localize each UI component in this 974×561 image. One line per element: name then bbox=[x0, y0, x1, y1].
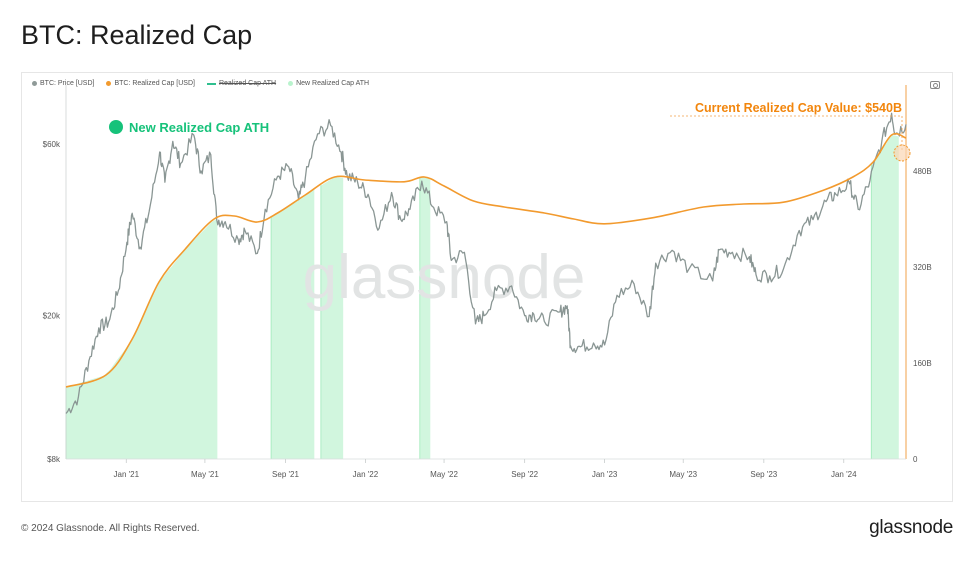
new-ath-band-4 bbox=[871, 135, 899, 459]
x-tick-label: Sep '22 bbox=[511, 470, 538, 479]
legend-price-label: BTC: Price [USD] bbox=[40, 80, 95, 87]
axes: $8k $20k $60k 0 160B 320B 480B Jan '21 May '21 Se… bbox=[43, 85, 932, 479]
legend-item-new-ath[interactable]: New Realized Cap ATH bbox=[288, 80, 369, 87]
y-left-tick-label: $8k bbox=[47, 455, 61, 464]
x-tick-label: Sep '23 bbox=[750, 470, 777, 479]
current-value-label: Current Realized Cap Value: $540B bbox=[695, 101, 902, 115]
legend-item-realized-cap-ath[interactable]: Realized Cap ATH bbox=[206, 80, 277, 87]
annotations: New Realized Cap ATH Current Realized Ca… bbox=[109, 101, 911, 162]
legend-item-price[interactable]: BTC: Price [USD] bbox=[32, 80, 94, 87]
chart-card: BTC: Price [USD] BTC: Realized Cap [USD]… bbox=[21, 72, 953, 502]
y-right-tick-label: 160B bbox=[913, 359, 932, 368]
current-value-highlight bbox=[893, 144, 911, 162]
camera-icon[interactable] bbox=[930, 81, 940, 89]
chart-legend: BTC: Price [USD] BTC: Realized Cap [USD]… bbox=[32, 80, 369, 87]
legend-realized-cap-label: BTC: Realized Cap [USD] bbox=[114, 80, 195, 87]
new-ath-band-2 bbox=[320, 177, 344, 459]
legend-realized-cap-ath-swatch bbox=[206, 82, 216, 85]
legend-new-ath-label: New Realized Cap ATH bbox=[296, 80, 370, 87]
watermark-text: glassnode bbox=[303, 243, 586, 312]
y-right-tick-label: 480B bbox=[913, 167, 932, 176]
x-tick-label: May '23 bbox=[669, 470, 697, 479]
page-title: BTC: Realized Cap bbox=[21, 20, 253, 50]
x-tick-label: Sep '21 bbox=[272, 470, 299, 479]
y-left-tick-label: $60k bbox=[43, 140, 61, 149]
new-ath-band-1 bbox=[271, 189, 315, 459]
y-left-tick-label: $20k bbox=[43, 312, 61, 321]
x-tick-label: Jan '22 bbox=[353, 470, 379, 479]
chart-svg: glassnode $8k $20k $60k 0 160B 320B 480B Jan '2… bbox=[43, 85, 932, 479]
new-ath-band-3 bbox=[419, 177, 431, 459]
legend-price-swatch bbox=[32, 81, 37, 86]
series-price-line bbox=[65, 112, 907, 414]
x-tick-label: May '21 bbox=[191, 470, 219, 479]
footer-logo: glassnode bbox=[869, 517, 953, 538]
series-realized-cap-line bbox=[65, 132, 907, 388]
legend-new-ath-swatch bbox=[288, 81, 294, 86]
ath-bands bbox=[65, 135, 899, 459]
y-right-tick-label: 0 bbox=[913, 455, 918, 464]
legend-realized-cap-ath-label: Realized Cap ATH bbox=[218, 80, 277, 87]
legend-item-realized-cap[interactable]: BTC: Realized Cap [USD] bbox=[106, 80, 195, 87]
new-ath-band-0 bbox=[66, 218, 218, 459]
ath-annotation-dot bbox=[109, 120, 123, 134]
footer-copyright: © 2024 Glassnode. All Rights Reserved. bbox=[21, 523, 200, 534]
x-tick-label: Jan '23 bbox=[592, 470, 618, 479]
x-tick-label: Jan '21 bbox=[114, 470, 140, 479]
ath-annotation-label: New Realized Cap ATH bbox=[129, 120, 269, 135]
y-right-tick-label: 320B bbox=[913, 263, 932, 272]
x-tick-label: May '22 bbox=[430, 470, 458, 479]
legend-realized-cap-swatch bbox=[106, 81, 112, 86]
series bbox=[65, 112, 907, 414]
x-tick-label: Jan '24 bbox=[831, 470, 857, 479]
